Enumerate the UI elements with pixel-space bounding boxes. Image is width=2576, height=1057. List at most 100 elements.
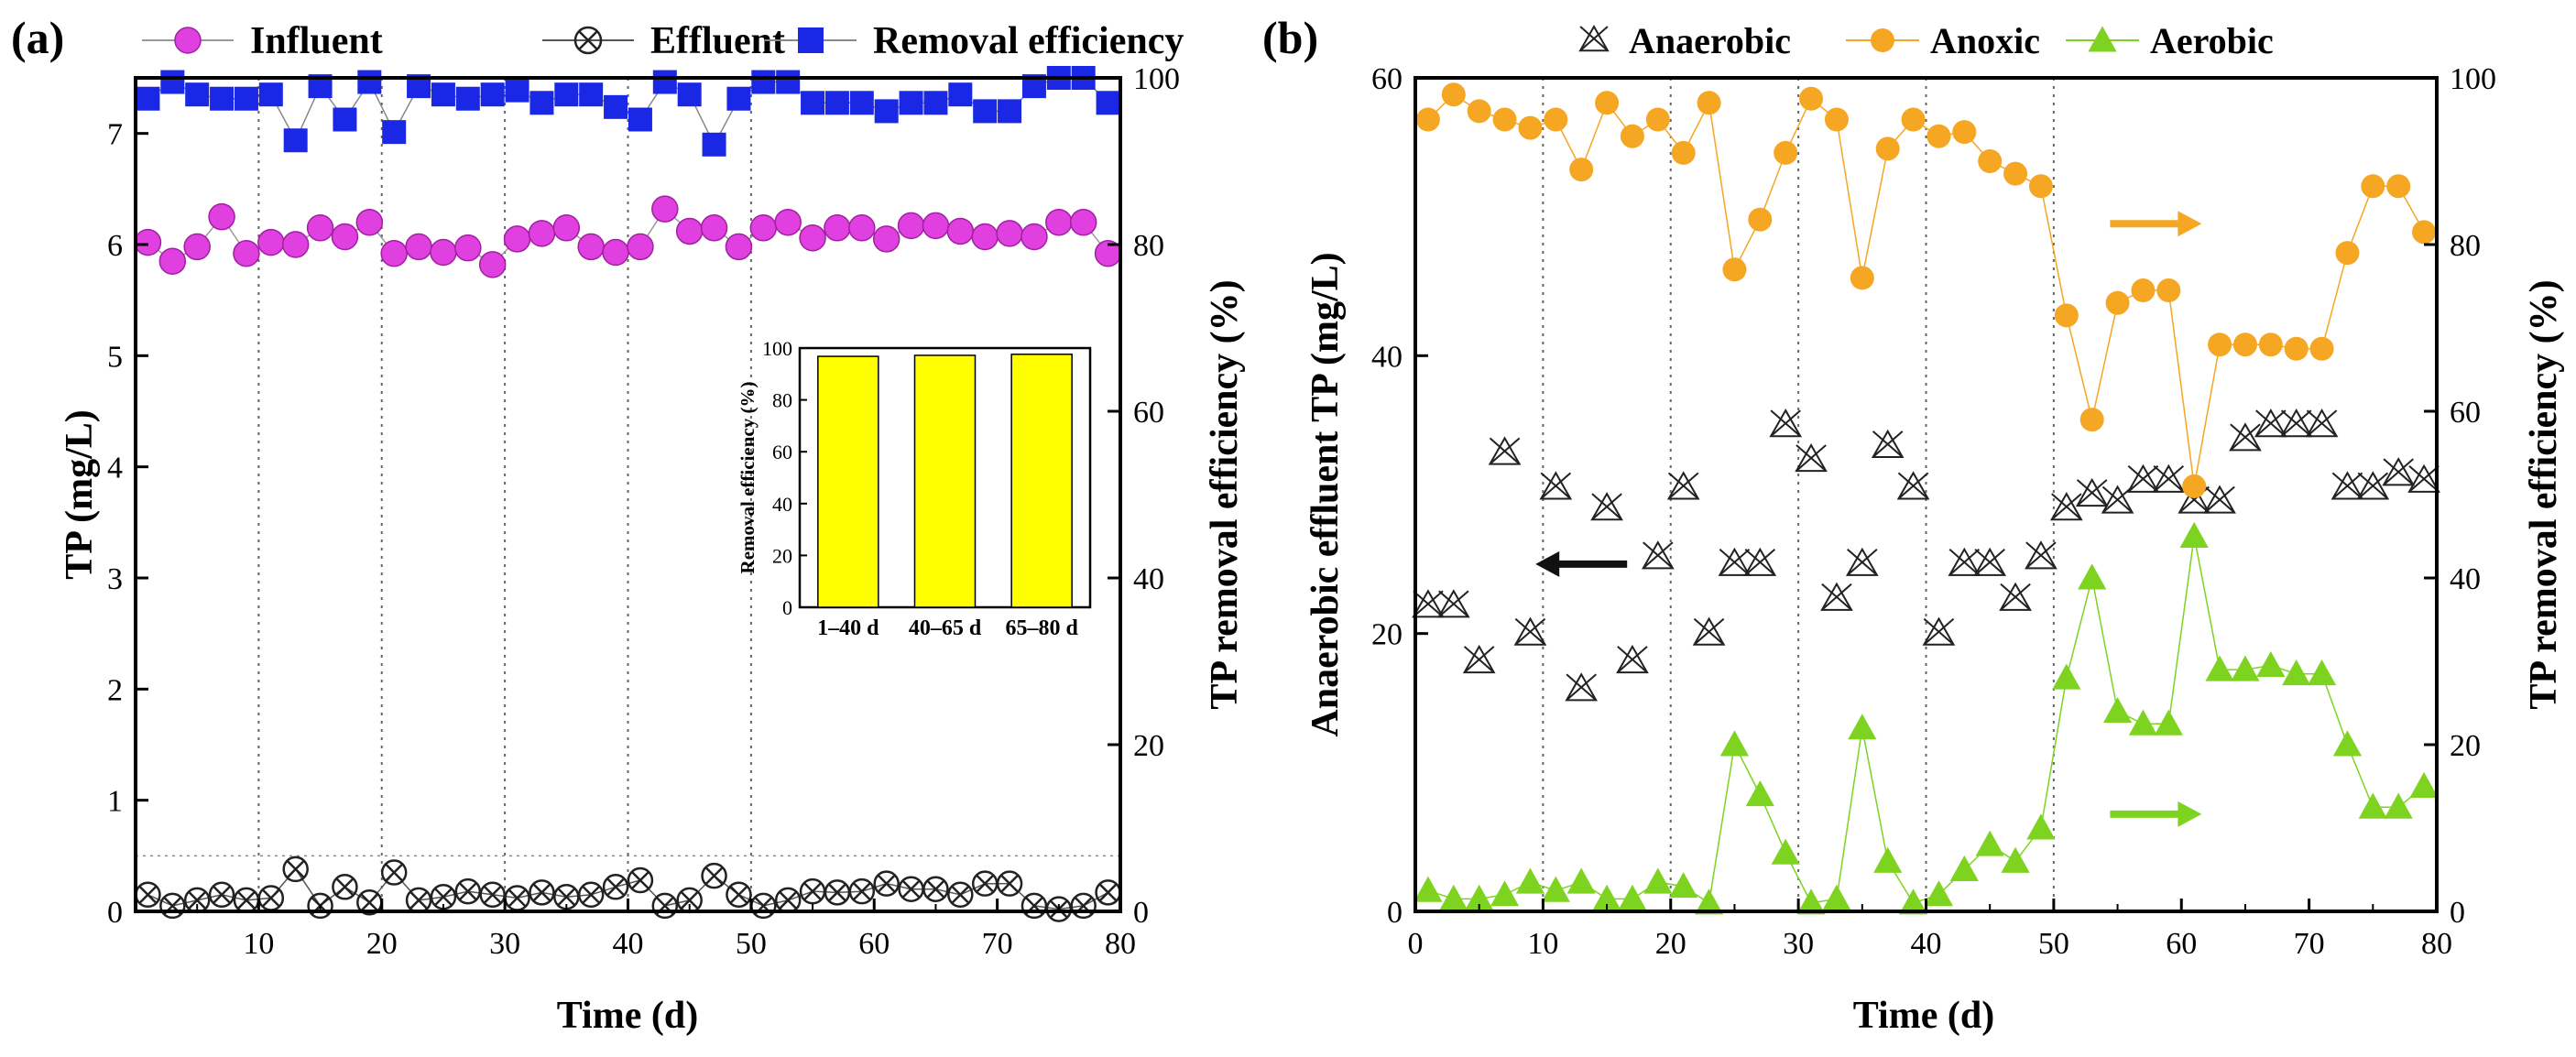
- effluent-point-cross-b: [261, 888, 280, 908]
- anaerobic-point-cross-b: [1923, 617, 1955, 646]
- anaerobic-point-triangle: [1718, 547, 1752, 576]
- anoxic-point: [1901, 107, 1926, 132]
- effluent-point: [947, 881, 974, 909]
- aerobic-point: [1414, 876, 1443, 902]
- anoxic-point: [2156, 278, 2181, 303]
- panel-a-y2-tick-label: 40: [1133, 562, 1164, 596]
- effluent-point-cross-b: [212, 885, 232, 904]
- influent-point: [848, 214, 876, 242]
- anaerobic-point-cross-b: [1770, 409, 1801, 437]
- anoxic-point: [1569, 158, 1594, 182]
- influent-point: [971, 223, 999, 251]
- effluent-point-ring: [332, 874, 358, 900]
- removal-efficiency-point: [136, 86, 160, 111]
- effluent-point: [405, 887, 432, 914]
- anoxic-point: [1748, 207, 1773, 232]
- removal-efficiency-point: [234, 86, 258, 111]
- anaerobic-point-triangle: [1743, 547, 1777, 576]
- panel-a-y-tick-label: 5: [107, 340, 123, 374]
- effluent-point-cross-b: [1098, 883, 1118, 902]
- panel-a-x-tick-label: 80: [1105, 927, 1136, 961]
- anoxic-point: [1799, 86, 1824, 111]
- anaerobic-point-triangle: [2152, 463, 2186, 493]
- panel-a-y2-tick-label: 100: [1133, 62, 1180, 96]
- aerobic-point: [1949, 855, 1979, 881]
- effluent-point-ring: [479, 881, 506, 909]
- panel-a-legend: Influent Effluent Removal efficiency: [142, 20, 1184, 62]
- anoxic-point: [1850, 266, 1874, 290]
- removal-efficiency-point: [160, 70, 185, 94]
- aerobic-point: [1848, 714, 1877, 740]
- anaerobic-point-cross-b: [2331, 472, 2363, 500]
- anaerobic-point-triangle: [2025, 540, 2058, 570]
- effluent-point-cross-b: [802, 882, 823, 901]
- inset-bar: [817, 355, 879, 608]
- anaerobic-point-cross-b: [2153, 464, 2185, 493]
- panel-a-y2-tick-label: 60: [1133, 396, 1164, 430]
- anaerobic-point-cross-b: [2101, 485, 2134, 514]
- anaerobic-point: [1616, 644, 1649, 674]
- aerobic-point: [1719, 730, 1750, 757]
- effluent-point-ring: [701, 862, 727, 889]
- influent-point: [651, 195, 679, 223]
- anaerobic-point-cross-b: [1540, 472, 1572, 500]
- anaerobic-point: [2126, 463, 2160, 493]
- legend-label: Removal efficiency: [873, 20, 1184, 62]
- effluent-point: [529, 879, 555, 906]
- effluent-point: [504, 885, 530, 911]
- effluent-point-cross-b: [582, 885, 601, 904]
- influent-point: [946, 217, 975, 245]
- panel-b-y2-tick-label: 40: [2450, 562, 2481, 596]
- removal-efficiency-point: [357, 70, 382, 94]
- removal-efficiency-point: [185, 82, 210, 107]
- effluent-point-cross-b: [236, 890, 257, 910]
- anaerobic-point-triangle: [1820, 582, 1853, 611]
- anaerobic-point: [1513, 616, 1547, 646]
- anaerobic-point-triangle: [1666, 471, 1700, 500]
- influent-point: [233, 239, 260, 267]
- panel-b-y2-tick-label: 60: [2450, 396, 2481, 430]
- anaerobic-point-cross-b: [1719, 548, 1751, 576]
- anoxic-point: [2182, 474, 2207, 498]
- anaerobic-point-cross-b: [1693, 617, 1725, 646]
- effluent-point: [380, 859, 408, 886]
- removal-efficiency-point: [333, 107, 357, 132]
- anaerobic-point: [1871, 429, 1905, 458]
- anaerobic-point-cross-b: [2357, 472, 2389, 500]
- legend-marker: [573, 26, 603, 55]
- anaerobic-point-cross-b: [2204, 485, 2235, 514]
- panel-a-x-tick-label: 40: [613, 927, 644, 961]
- anaerobic-point: [1666, 471, 1700, 500]
- panel-b-x-tick-label: 10: [1527, 927, 1558, 961]
- removal-efficiency-point: [431, 82, 455, 107]
- aerobic-point: [2026, 813, 2056, 840]
- effluent-point-ring: [307, 892, 333, 920]
- aerobic-point: [1643, 867, 1673, 894]
- influent-point: [1069, 208, 1097, 236]
- effluent-point-cross-b: [877, 874, 896, 893]
- removal-efficiency-point: [579, 82, 604, 107]
- influent-point: [1045, 208, 1073, 236]
- aerobic-point: [2078, 563, 2107, 590]
- panel-a-x-tick-label: 30: [489, 927, 520, 961]
- inset-bar: [913, 354, 977, 608]
- anaerobic-point-cross-b: [1744, 548, 1776, 576]
- anoxic-point: [1952, 120, 1977, 145]
- removal-efficiency-point: [628, 107, 652, 132]
- removal-efficiency-point: [948, 82, 973, 107]
- aerobic-point: [2358, 792, 2387, 819]
- anaerobic-point: [2049, 492, 2083, 521]
- inset-y-tick-label: 100: [762, 337, 792, 360]
- anaerobic-point-triangle: [1436, 589, 1470, 618]
- effluent-point-ring: [1070, 892, 1097, 920]
- anoxic-point: [2105, 290, 2130, 315]
- panel-a-x-label: Time (d): [557, 995, 698, 1037]
- panel-b-x-label: Time (d): [1853, 995, 1994, 1037]
- effluent-point-cross-b: [483, 885, 502, 904]
- influent-point: [528, 220, 556, 247]
- anoxic-point: [1620, 124, 1644, 148]
- legend-marker: [1578, 25, 1610, 52]
- panel-b-x-tick-label: 70: [2294, 927, 2325, 961]
- anaerobic-point-cross-b: [1413, 590, 1444, 618]
